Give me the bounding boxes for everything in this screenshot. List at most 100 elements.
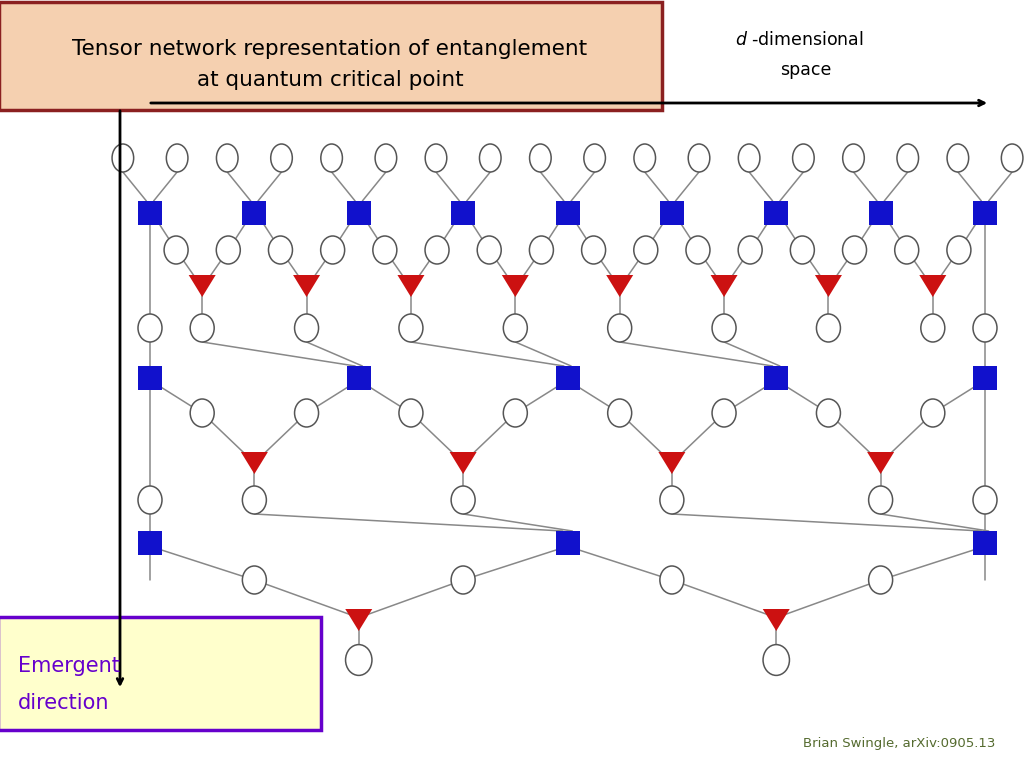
Bar [764,366,788,390]
Polygon shape [450,452,476,474]
Ellipse shape [529,144,551,172]
Bar [138,531,162,555]
Ellipse shape [321,236,345,264]
Bar [764,201,788,225]
Ellipse shape [112,144,134,172]
Ellipse shape [477,236,501,264]
Bar [555,531,580,555]
Ellipse shape [529,236,553,264]
Ellipse shape [1001,144,1023,172]
Ellipse shape [243,566,266,594]
Bar [243,201,266,225]
Polygon shape [658,452,685,474]
Bar [973,366,997,390]
Ellipse shape [973,314,997,342]
Text: Brian Swingle, arXiv:0905.13: Brian Swingle, arXiv:0905.13 [803,737,995,750]
Text: Tensor network representation of entanglement: Tensor network representation of entangl… [73,39,588,59]
Ellipse shape [270,144,292,172]
Ellipse shape [138,314,162,342]
Ellipse shape [688,144,710,172]
Polygon shape [815,275,842,297]
Ellipse shape [947,144,969,172]
Ellipse shape [321,144,342,172]
Ellipse shape [607,314,632,342]
Polygon shape [920,275,946,297]
Ellipse shape [190,399,214,427]
Ellipse shape [425,144,446,172]
Polygon shape [188,275,216,297]
Ellipse shape [373,236,397,264]
Ellipse shape [268,236,293,264]
Bar [659,201,684,225]
Ellipse shape [921,399,945,427]
Ellipse shape [659,566,684,594]
FancyBboxPatch shape [0,617,321,730]
Ellipse shape [607,399,632,427]
Bar [555,366,580,390]
Ellipse shape [399,314,423,342]
Bar [973,531,997,555]
Bar [868,201,893,225]
Ellipse shape [452,486,475,514]
Polygon shape [606,275,633,297]
Ellipse shape [138,486,162,514]
Bar [973,201,997,225]
Polygon shape [397,275,424,297]
Ellipse shape [816,399,841,427]
Bar [138,201,162,225]
Ellipse shape [973,486,997,514]
Bar [555,201,580,225]
Ellipse shape [375,144,396,172]
Ellipse shape [243,486,266,514]
Bar [347,366,371,390]
Ellipse shape [712,314,736,342]
Ellipse shape [659,486,684,514]
Ellipse shape [897,144,919,172]
Text: Emergent: Emergent [18,656,120,676]
Ellipse shape [190,314,214,342]
Ellipse shape [843,144,864,172]
Ellipse shape [738,236,762,264]
Text: at quantum critical point: at quantum critical point [197,70,463,90]
Ellipse shape [166,144,188,172]
Ellipse shape [345,644,372,675]
Text: space: space [780,61,831,79]
Polygon shape [763,609,790,631]
FancyBboxPatch shape [0,2,662,110]
Ellipse shape [295,314,318,342]
Text: direction: direction [18,693,110,713]
Ellipse shape [452,566,475,594]
Ellipse shape [791,236,814,264]
Ellipse shape [686,236,710,264]
Polygon shape [867,452,894,474]
Ellipse shape [295,399,318,427]
Ellipse shape [504,399,527,427]
Ellipse shape [816,314,841,342]
Ellipse shape [216,236,241,264]
Ellipse shape [634,144,655,172]
Ellipse shape [843,236,866,264]
Ellipse shape [738,144,760,172]
Text: $\mathit{d}$ -dimensional: $\mathit{d}$ -dimensional [735,31,863,49]
Ellipse shape [216,144,238,172]
Ellipse shape [634,236,657,264]
Ellipse shape [504,314,527,342]
Ellipse shape [164,236,188,264]
Ellipse shape [947,236,971,264]
Polygon shape [711,275,737,297]
Ellipse shape [479,144,501,172]
Bar [138,366,162,390]
Ellipse shape [868,566,893,594]
Ellipse shape [584,144,605,172]
Ellipse shape [399,399,423,427]
Polygon shape [241,452,268,474]
Ellipse shape [582,236,605,264]
Bar [347,201,371,225]
Ellipse shape [763,644,790,675]
Ellipse shape [793,144,814,172]
Polygon shape [502,275,528,297]
Polygon shape [293,275,321,297]
Bar [452,201,475,225]
Polygon shape [345,609,373,631]
Ellipse shape [712,399,736,427]
